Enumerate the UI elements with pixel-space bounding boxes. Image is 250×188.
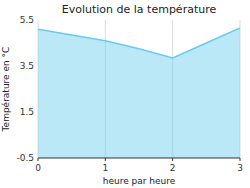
- x-tick-label: 0: [35, 163, 41, 173]
- y-tick-label: 5.5: [20, 15, 34, 25]
- plot-area: [38, 28, 240, 158]
- y-tick-label: 1.5: [20, 107, 34, 117]
- x-tick: [172, 158, 173, 161]
- x-tick-label: 3: [237, 163, 243, 173]
- x-axis-line: [38, 158, 240, 159]
- x-tick-label: 2: [170, 163, 176, 173]
- x-tick-label: 1: [102, 163, 108, 173]
- y-tick-label: -0.5: [16, 153, 34, 163]
- x-tick: [105, 158, 106, 161]
- area: [38, 28, 240, 158]
- x-tick: [38, 158, 39, 161]
- title: Evolution de la température: [62, 3, 217, 16]
- x-axis-label: heure par heure: [103, 176, 176, 186]
- y-tick-label: 3.5: [20, 61, 34, 71]
- chart-container: 0 1 2 3 -0.5 1.5 3.5 5.5 Evolution de la tempéra…: [0, 0, 250, 188]
- y-axis-label: Température en °C: [1, 47, 11, 133]
- line: [38, 28, 240, 58]
- x-tick: [240, 158, 241, 161]
- chart: 0 1 2 3 -0.5 1.5 3.5 5.5 Evolution de la tempéra…: [0, 0, 250, 188]
